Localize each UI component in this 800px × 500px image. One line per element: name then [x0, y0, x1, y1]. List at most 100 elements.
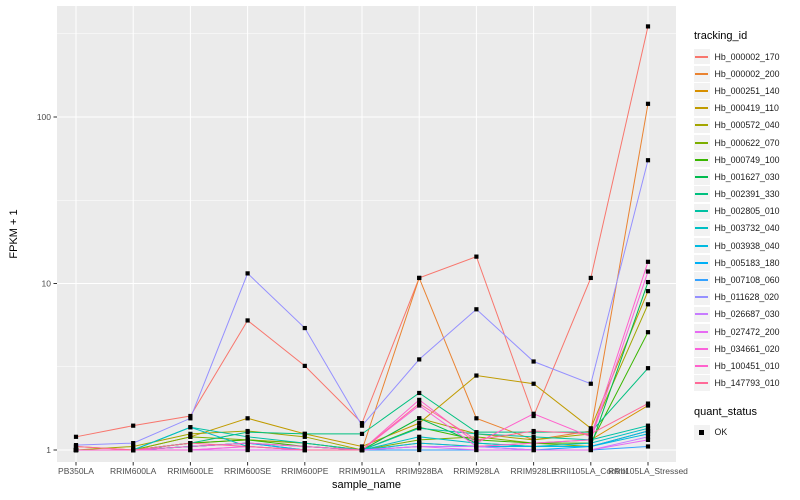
data-point: [531, 434, 536, 439]
data-point: [417, 444, 422, 449]
data-point: [417, 357, 422, 362]
data-point: [531, 428, 536, 434]
legend-item-label: Hb_001627_030: [714, 171, 780, 182]
data-point: [531, 437, 536, 442]
legend-item: Hb_000622_070: [694, 134, 780, 151]
data-point: [531, 444, 536, 449]
legend-key: [694, 134, 710, 151]
data-point: [417, 275, 422, 281]
legend-key: [694, 237, 710, 254]
legend-item: Hb_026687_030: [694, 306, 780, 323]
legend-item-label: Hb_003732_040: [714, 223, 780, 234]
data-point: [531, 413, 536, 419]
legend-key: [694, 358, 710, 374]
y-axis-title: FPKM + 1: [8, 209, 20, 259]
legend-item-label: Hb_027472_200: [714, 326, 780, 337]
data-points: [73, 24, 651, 453]
data-point: [645, 431, 651, 436]
data-point: [645, 366, 651, 371]
legend-key-line-icon: [695, 279, 709, 282]
data-point: [645, 434, 651, 439]
data-point: [588, 441, 593, 446]
data-point: [474, 441, 479, 446]
legend-item: Hb_002391_330: [694, 186, 780, 203]
legend-key: [694, 272, 710, 288]
legend-key: [694, 186, 710, 202]
data-point: [188, 441, 193, 446]
data-point: [131, 447, 136, 453]
legend-items-quant-status: OK: [694, 424, 780, 441]
legend-item-label: Hb_034661_020: [714, 343, 780, 354]
data-point: [474, 447, 479, 453]
legend-key: [694, 306, 710, 323]
legend: tracking_id Hb_000002_170 Hb_000002_200 Hb…: [694, 30, 780, 441]
legend-item-label: Hb_000749_100: [714, 154, 780, 165]
legend-item: Hb_000002_170: [694, 48, 780, 65]
legend-section-gap: [694, 392, 780, 406]
data-point: [474, 416, 479, 421]
legend-item-label: Hb_100451_010: [714, 360, 780, 371]
data-point: [645, 330, 651, 335]
data-point: [588, 275, 593, 281]
legend-item-label: Hb_002805_010: [714, 206, 780, 217]
data-point: [188, 434, 193, 439]
data-point: [302, 444, 307, 449]
x-axis-title: sample_name: [331, 479, 402, 491]
data-point: [73, 444, 79, 449]
data-point: [474, 431, 479, 436]
legend-item-label: Hb_000002_200: [714, 68, 780, 79]
x-tick-label: RRII105LA_Stressed: [608, 466, 688, 476]
legend-key-line-icon: [695, 364, 709, 367]
y-tick-label: 10: [42, 279, 52, 289]
x-tick-label: RRIM901LA: [339, 466, 386, 476]
legend-key: [694, 203, 710, 220]
data-point: [645, 444, 651, 449]
data-point: [302, 431, 307, 436]
legend-item: Hb_147793_010: [694, 375, 780, 392]
legend-item: Hb_000572_040: [694, 117, 780, 134]
data-point: [645, 401, 651, 406]
legend-item-label: Hb_147793_010: [714, 378, 780, 389]
data-point: [645, 428, 651, 434]
data-point: [645, 24, 651, 29]
legend-key-line-icon: [695, 330, 709, 333]
data-point: [588, 447, 593, 453]
legend-item-label: Hb_011628_020: [714, 292, 779, 303]
data-point: [645, 423, 651, 428]
legend-item-label: Hb_005183_180: [714, 257, 780, 268]
legend-key-line-icon: [695, 124, 709, 127]
data-point: [474, 254, 479, 259]
legend-item: Hb_001627_030: [694, 168, 780, 185]
data-point: [359, 444, 365, 449]
legend-key-line-icon: [695, 175, 709, 178]
legend-items-tracking-id: Hb_000002_170 Hb_000002_200 Hb_000251_140 H…: [694, 48, 780, 392]
legend-item: Hb_034661_020: [694, 340, 780, 357]
data-point: [531, 411, 536, 416]
legend-key-line-icon: [695, 107, 709, 110]
legend-item-label: Hb_007108_060: [714, 275, 780, 286]
legend-item-label: OK: [714, 427, 728, 438]
legend-item: Hb_011628_020: [694, 289, 780, 306]
data-point: [645, 101, 651, 106]
data-point: [474, 307, 479, 312]
legend-item: Hb_100451_010: [694, 357, 780, 374]
data-point: [188, 431, 193, 436]
data-point: [245, 318, 250, 323]
legend-key-line-icon: [695, 347, 709, 350]
data-point: [645, 289, 651, 294]
plot-panel: [57, 6, 676, 462]
data-point: [245, 437, 250, 442]
data-point: [588, 437, 593, 442]
x-tick-label: RRIM600SE: [224, 466, 272, 476]
data-point: [359, 423, 365, 428]
data-point: [245, 444, 250, 449]
legend-item-quant: OK: [694, 424, 780, 441]
data-point: [645, 259, 651, 264]
legend-key: [694, 341, 710, 357]
data-point: [588, 431, 593, 436]
x-tick-label: RRIM600PE: [281, 466, 329, 476]
data-point: [188, 444, 193, 449]
legend-item: Hb_000749_100: [694, 151, 780, 168]
data-point: [131, 423, 136, 428]
